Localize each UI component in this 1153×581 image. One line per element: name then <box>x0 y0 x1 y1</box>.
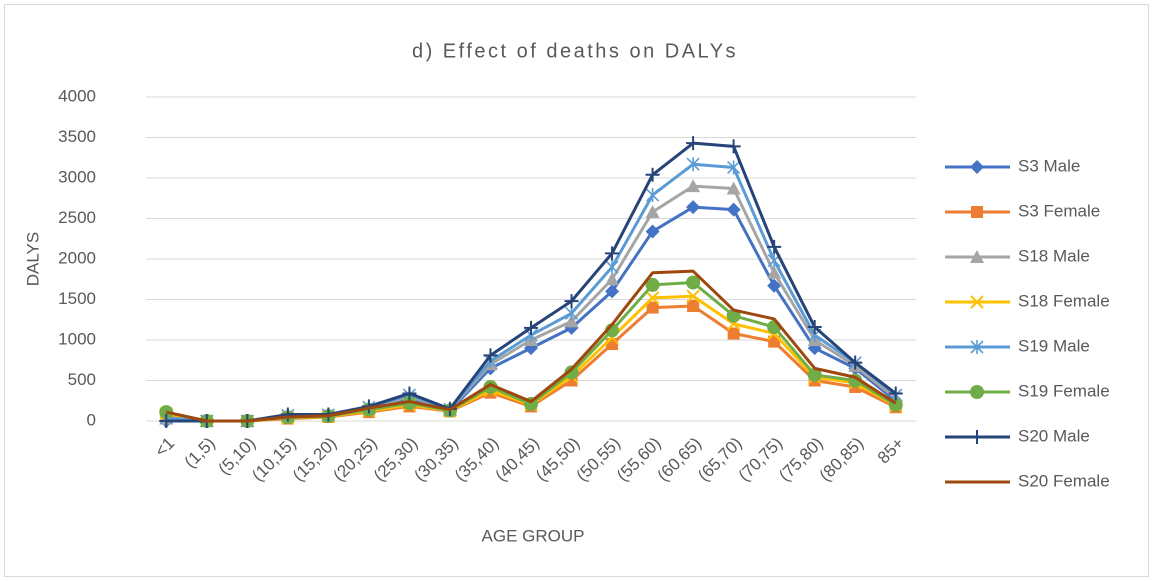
data-point <box>564 294 579 309</box>
data-point <box>848 355 863 370</box>
data-point <box>888 386 903 401</box>
legend-marker <box>970 160 984 174</box>
data-point <box>605 284 620 299</box>
data-point <box>564 314 579 328</box>
y-tick-label: 4000 <box>58 86 96 105</box>
y-tick-label: 2000 <box>58 248 96 267</box>
legend-item: S3 Male <box>945 156 1080 175</box>
data-point <box>686 200 701 215</box>
legend-label: S19 Female <box>1018 381 1110 400</box>
legend-label: S3 Male <box>1018 156 1080 175</box>
legend-marker <box>970 340 984 354</box>
y-axis-label: DALYS <box>23 232 42 287</box>
x-axis-label: AGE GROUP <box>482 526 585 545</box>
legend-item: S18 Male <box>945 246 1090 265</box>
data-point <box>726 202 741 217</box>
legend-item: S18 Female <box>945 291 1110 310</box>
data-point <box>645 224 660 239</box>
y-tick-label: 0 <box>87 410 96 429</box>
y-tick-label: 3500 <box>58 127 96 146</box>
legend-label: S20 Male <box>1018 426 1090 445</box>
legend-item: S19 Male <box>945 336 1090 355</box>
data-point <box>686 289 700 303</box>
legend-label: S18 Male <box>1018 246 1090 265</box>
data-point <box>646 188 660 203</box>
y-tick-label: 2500 <box>58 208 96 227</box>
data-point <box>767 265 782 279</box>
data-point <box>726 139 741 154</box>
data-point <box>687 299 700 312</box>
data-point <box>686 179 701 193</box>
legend-item: S3 Female <box>945 201 1100 220</box>
data-point <box>402 386 417 401</box>
data-point <box>605 272 620 286</box>
y-tick-label: 1000 <box>58 329 96 348</box>
data-point <box>686 157 700 172</box>
data-point <box>645 291 660 305</box>
legend-item: S20 Female <box>945 471 1110 490</box>
legend-marker <box>971 206 983 218</box>
data-point <box>483 379 498 394</box>
legend-item: S19 Female <box>945 381 1110 400</box>
data-point <box>686 275 701 290</box>
data-point <box>767 239 782 254</box>
data-point <box>645 205 660 219</box>
data-point <box>727 160 741 175</box>
data-point <box>402 396 417 411</box>
data-point <box>646 301 659 314</box>
legend-item: S20 Male <box>945 426 1090 445</box>
data-point <box>807 367 822 382</box>
data-point <box>686 136 701 151</box>
chart-title: d) Effect of deaths on DALYs <box>412 40 738 62</box>
data-point <box>605 246 620 261</box>
legend-marker <box>970 250 984 263</box>
data-point <box>645 167 660 182</box>
data-point <box>807 320 822 335</box>
legend-label: S18 Female <box>1018 291 1110 310</box>
data-point <box>645 277 660 292</box>
chart-border <box>4 4 1149 577</box>
data-point <box>726 181 741 195</box>
legend-marker <box>970 295 984 309</box>
legend-label: S20 Female <box>1018 471 1110 490</box>
y-tick-label: 3000 <box>58 167 96 186</box>
data-point <box>727 327 740 340</box>
data-point <box>564 365 579 380</box>
legend-marker <box>970 385 984 399</box>
data-point <box>564 306 579 321</box>
data-point <box>483 348 498 363</box>
data-point <box>159 414 174 428</box>
series-line <box>165 269 897 423</box>
legend-marker <box>970 430 984 444</box>
data-point <box>767 278 782 293</box>
data-point <box>524 320 538 335</box>
data-point <box>280 407 295 422</box>
legend-label: S3 Female <box>1018 201 1100 220</box>
y-tick-label: 500 <box>68 370 96 389</box>
y-tick-label: 1500 <box>58 289 96 308</box>
data-point <box>605 260 619 275</box>
legend-label: S19 Male <box>1018 336 1090 355</box>
